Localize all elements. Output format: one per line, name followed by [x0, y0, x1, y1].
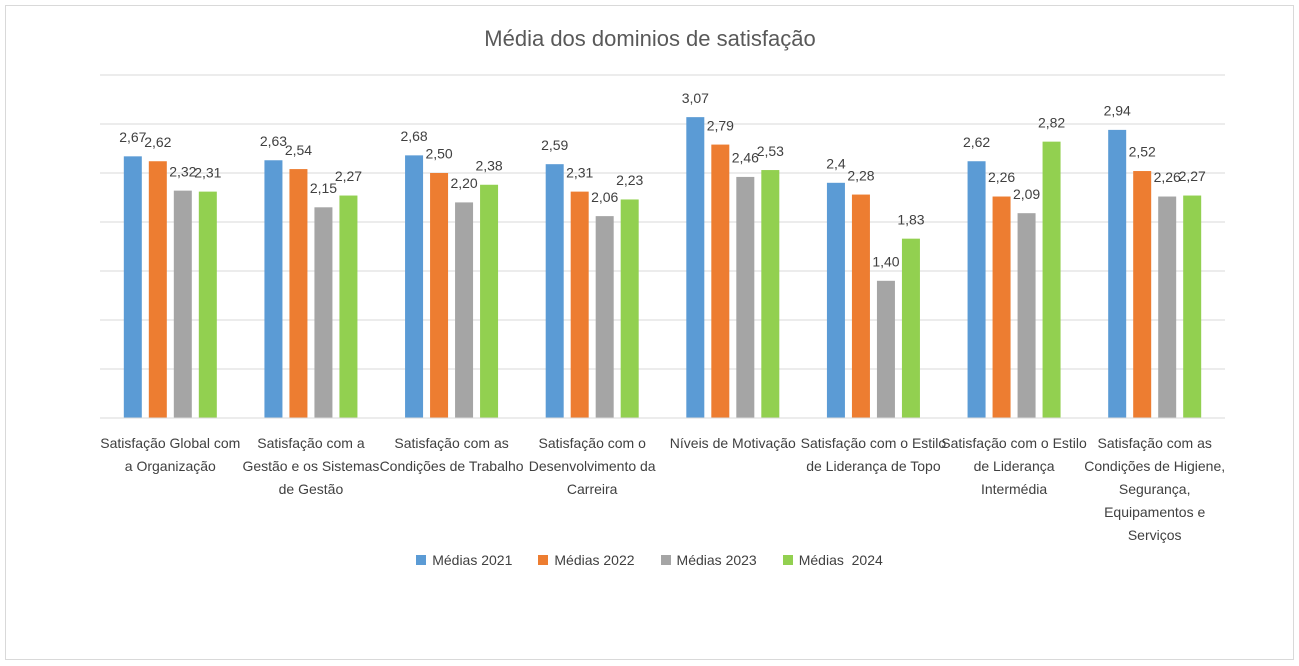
data-label: 3,07 [682, 90, 709, 106]
data-label: 2,26 [1154, 169, 1181, 185]
bar [620, 199, 639, 418]
chart-border [5, 5, 1294, 660]
bar [289, 169, 308, 418]
bar [901, 238, 920, 418]
legend-item: Médias 2022 [538, 552, 635, 568]
legend-swatch [416, 555, 427, 565]
bar [198, 191, 217, 418]
bar [761, 170, 780, 418]
bar [876, 280, 895, 418]
x-tick-label: Satisfação Global com a Organização [100, 435, 241, 474]
bar [545, 164, 564, 418]
data-label: 2,28 [847, 167, 874, 183]
bar [339, 195, 358, 418]
x-tick-label: Satisfação com as Condições de Higiene, … [1084, 435, 1226, 543]
bar [736, 176, 755, 418]
legend-label: Médias 2023 [676, 552, 757, 568]
chart-title: Média dos dominios de satisfação [484, 26, 815, 51]
bar [148, 161, 167, 419]
bar [570, 191, 589, 418]
bar [992, 196, 1011, 418]
data-label: 2,4 [826, 156, 846, 172]
data-label: 2,27 [1179, 168, 1206, 184]
bar [123, 156, 142, 418]
data-label: 2,23 [616, 172, 643, 188]
data-label: 1,40 [872, 254, 899, 270]
bar [405, 155, 424, 419]
data-label: 2,38 [475, 157, 502, 173]
data-label: 1,83 [897, 211, 924, 227]
x-tick-label: Satisfação com as Condições de Trabalho [379, 435, 524, 474]
data-label: 2,62 [144, 134, 171, 150]
data-label: 2,54 [285, 142, 312, 158]
legend-item: Médias 2021 [416, 552, 512, 568]
data-label: 2,27 [335, 168, 362, 184]
data-label: 2,50 [425, 146, 452, 162]
data-label: 2,06 [591, 189, 618, 205]
bar [1108, 129, 1127, 418]
bar [480, 184, 499, 418]
legend-swatch [782, 555, 793, 565]
x-tick-label: Satisfação com o Estilo de Liderança Int… [941, 435, 1087, 497]
data-label: 2,82 [1038, 114, 1065, 130]
data-label: 2,09 [1013, 186, 1040, 202]
bar [455, 202, 474, 418]
data-label: 2,26 [988, 169, 1015, 185]
legend-swatch [538, 555, 549, 565]
legend-label: Médias 2024 [798, 552, 883, 568]
data-label: 2,79 [707, 117, 734, 133]
bar [826, 182, 845, 418]
data-label: 2,46 [732, 150, 759, 166]
data-label: 2,59 [541, 137, 568, 153]
bar [686, 117, 705, 418]
bar [1042, 141, 1061, 418]
bar [173, 190, 192, 418]
bar [851, 194, 870, 418]
data-label: 2,94 [1104, 103, 1131, 119]
bar [1017, 213, 1036, 418]
legend: Médias 2021 Médias 2022 Médias 2023 Médias … [0, 552, 1299, 568]
bar [314, 207, 333, 418]
data-label: 2,52 [1129, 144, 1156, 160]
data-label: 2,53 [757, 143, 784, 159]
bar [595, 216, 614, 418]
bar [1183, 195, 1202, 418]
bar [711, 144, 730, 418]
data-label: 2,20 [450, 175, 477, 191]
x-tick-label: Satisfação com o Estilo de Liderança de … [800, 435, 947, 474]
data-label: 2,62 [963, 134, 990, 150]
legend-label: Médias 2022 [554, 552, 635, 568]
bar [430, 173, 449, 418]
data-label: 2,63 [260, 133, 287, 149]
bar [1158, 196, 1177, 418]
legend-item: Médias 2023 [660, 552, 757, 568]
x-tick-label: Satisfação com a Gestão e os Sistemas de… [242, 435, 380, 497]
data-label: 2,32 [169, 163, 196, 179]
legend-swatch [660, 555, 671, 565]
data-label: 2,31 [566, 164, 593, 180]
bar [1133, 171, 1152, 418]
legend-label: Médias 2021 [432, 552, 513, 568]
bar [264, 160, 283, 418]
data-label: 2,67 [119, 129, 146, 145]
data-label: 2,68 [400, 128, 427, 144]
legend-item: Médias 2024 [782, 552, 883, 568]
bar [967, 161, 986, 419]
data-label: 2,31 [194, 164, 221, 180]
x-tick-label: Satisfação com o Desenvolvimento da Carr… [528, 435, 656, 497]
x-tick-label: Níveis de Motivação [669, 435, 796, 451]
data-label: 2,15 [310, 180, 337, 196]
